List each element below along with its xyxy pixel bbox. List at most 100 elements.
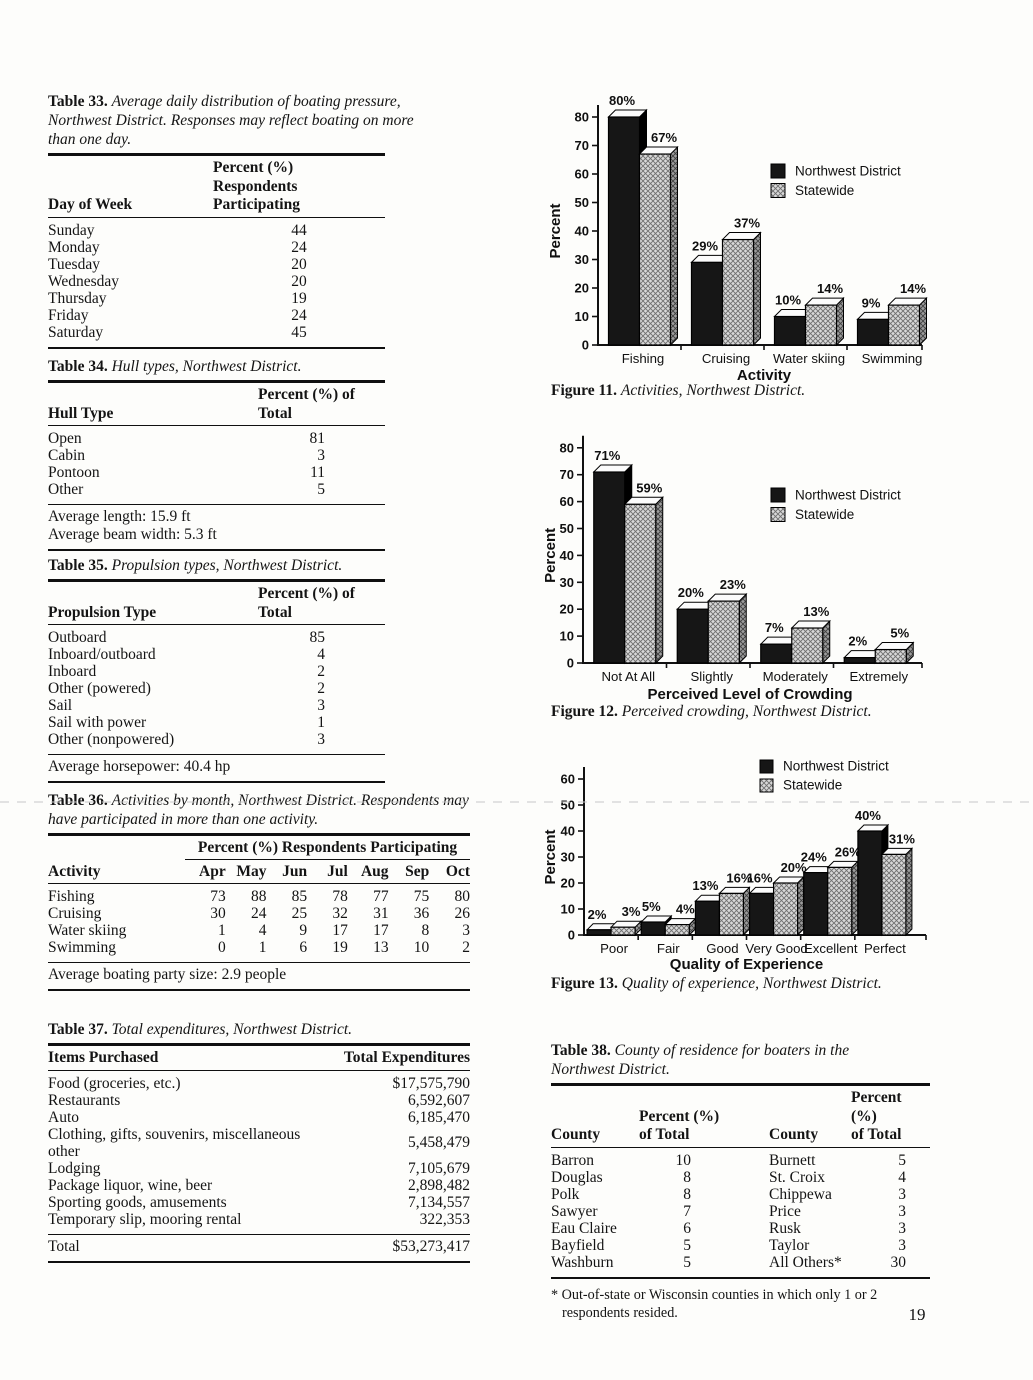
table-cell: Outboard — [48, 629, 107, 646]
table-35: Propulsion Type Percent (%) of Total Out… — [48, 579, 385, 783]
bar-value-label: 20% — [678, 585, 704, 600]
bar-value-label: 13% — [803, 604, 829, 619]
table-cell: Other — [48, 481, 84, 498]
col-header-may: May — [225, 859, 267, 884]
bar-statewide-very-good — [772, 875, 805, 937]
table-cell: 19 — [332, 939, 348, 956]
table-33-description: Average daily distribution of boating pr… — [48, 93, 414, 148]
table-cell: Auto — [48, 1108, 79, 1126]
table-cell: 3 — [317, 697, 325, 714]
table-cell: Clothing, gifts, souvenirs, miscellaneou… — [48, 1125, 301, 1160]
note-average-length: Average length: 15.9 ft — [48, 508, 191, 525]
bar-value-label: 71% — [594, 448, 620, 463]
table-cell: 20 — [291, 255, 307, 273]
table-cell: St. Croix — [769, 1168, 825, 1186]
table-37: Items Purchased Total Expenditures Food … — [48, 1043, 470, 1263]
table-cell: 5 — [683, 1236, 691, 1254]
table-cell: 24 — [291, 306, 307, 324]
table-cell: 44 — [291, 221, 307, 239]
table-cell: 1 — [258, 939, 267, 956]
col-header-sep: Sep — [388, 859, 430, 884]
bar-statewide-poor — [609, 919, 643, 937]
table-37-title: Table 37. Total expenditures, Northwest … — [48, 1020, 478, 1039]
y-tick-label: 70 — [575, 138, 589, 153]
col-header-apr: Apr — [185, 859, 226, 884]
table-cell: Temporary slip, mooring rental — [48, 1210, 242, 1228]
table-cell: Friday — [48, 306, 89, 324]
bar-value-label: 14% — [900, 281, 926, 296]
y-tick-label: 30 — [561, 850, 575, 865]
col-header-county-right: County — [769, 1084, 851, 1148]
table-row: Other (powered) 2 — [48, 680, 385, 697]
bar-top-face — [856, 824, 890, 832]
bar-front-face — [874, 648, 907, 664]
table-cell: 17 — [332, 922, 348, 939]
span-header-percent-participating: Percent (%) Respondents Participating — [185, 834, 470, 860]
table-34-label: Table 34. — [48, 358, 108, 375]
table-37-body: Food (groceries, etc.) $17,575,790 Restaur… — [48, 1070, 470, 1234]
table-cell: 73 — [210, 888, 226, 905]
y-tick-label: 80 — [575, 110, 589, 125]
figure-12-caption: Figure 12. Perceived crowding, Northwest… — [551, 702, 872, 721]
bar-value-label: 10% — [775, 293, 801, 308]
bar-statewide-extremely — [874, 641, 915, 665]
category-label: Cruising — [702, 351, 750, 366]
bar-top-face — [887, 297, 928, 306]
table-cell: Inboard/outboard — [48, 646, 156, 663]
table-cell: 30 — [210, 905, 226, 922]
table-cell: 24 — [291, 238, 307, 256]
col-header-day-of-week: Day of Week — [48, 154, 213, 218]
bar-top-face — [874, 642, 915, 651]
bar-front-face — [694, 900, 721, 936]
table-cell: Swimming — [48, 939, 117, 956]
table-row: Monday 24 — [48, 239, 385, 256]
bar-side-face — [836, 296, 844, 347]
table-cell: 45 — [291, 323, 307, 341]
table-cell: 3 — [317, 731, 325, 748]
table-cell: $17,575,790 — [392, 1074, 471, 1092]
bar-front-face — [690, 261, 724, 346]
bar-value-label: 24% — [801, 850, 827, 865]
note-average-horsepower: Average horsepower: 40.4 hp — [48, 758, 231, 775]
category-label: Poor — [600, 941, 628, 956]
table-cell: Taylor — [769, 1236, 810, 1254]
table-cell: 3 — [898, 1236, 906, 1254]
bar-front-face — [607, 116, 641, 346]
table-cell: Sawyer — [551, 1202, 598, 1220]
bar-front-face — [748, 892, 775, 936]
table-cell: 85 — [309, 629, 326, 646]
y-tick-label: 10 — [561, 902, 575, 917]
table-cell: Lodging — [48, 1159, 101, 1177]
table-cell: Chippewa — [769, 1185, 832, 1203]
table-row: Eau Claire 6 Rusk 3 — [551, 1220, 930, 1237]
y-tick-label: 40 — [560, 548, 574, 563]
bar-statewide-water-skiing — [804, 296, 845, 347]
table-35-body: Outboard 85 Inboard/outboard 4 Inboard 2 Other… — [48, 625, 385, 755]
table-cell: 6,185,470 — [408, 1108, 470, 1126]
y-tick-label: 50 — [560, 521, 574, 536]
table-row: Sail 3 — [48, 697, 385, 714]
bar-value-label: 3% — [622, 904, 641, 919]
bar-value-label: 7% — [765, 620, 784, 635]
table-cell: Burnett — [769, 1151, 816, 1169]
table-cell: Water skiing — [48, 922, 127, 939]
table-cell: 88 — [250, 888, 267, 905]
table-cell: 8 — [421, 922, 430, 939]
table-35-description: Propulsion types, Northwest District. — [111, 557, 343, 574]
bar-value-label: 59% — [636, 480, 662, 495]
y-tick-label: 0 — [567, 656, 574, 671]
table-38-description: County of residence for boaters in the N… — [551, 1042, 850, 1078]
table-cell: 36 — [413, 905, 430, 922]
y-tick-label: 10 — [560, 629, 574, 644]
table-cell: 2 — [317, 680, 325, 697]
table-cell: 9 — [299, 922, 308, 939]
x-axis-title: Quality of Experience — [670, 956, 823, 973]
table-row: Thursday 19 — [48, 290, 385, 307]
bar-top-face — [607, 109, 648, 118]
bar-value-label: 67% — [651, 130, 677, 145]
figure-11-caption-label: Figure 11. — [551, 382, 618, 399]
col-header-percent-of-total: Percent (%) of Total — [258, 580, 385, 625]
col-header-total-expenditures: Total Expenditures — [325, 1044, 470, 1071]
total-row-value: $53,273,417 — [325, 1233, 470, 1262]
table-cell: All Others* — [769, 1253, 842, 1271]
